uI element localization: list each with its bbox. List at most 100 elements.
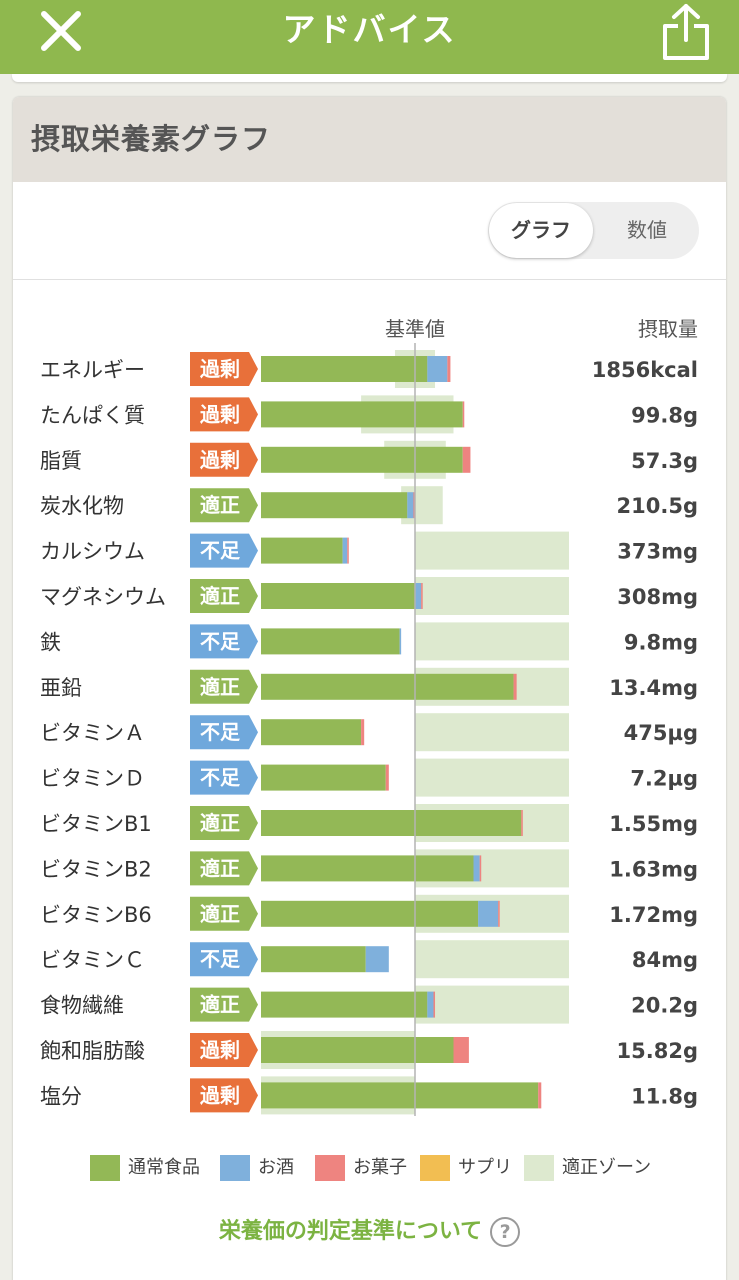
bar-alcohol [399,628,402,655]
intake-value: 84mg [632,948,698,972]
zone-band [415,758,569,797]
help-icon[interactable]: ? [490,1217,521,1247]
status-label: 過剰 [200,402,240,426]
intake-value: 99.8g [631,403,698,427]
intake-value: 1.55mg [609,812,698,836]
view-toggle: グラフ 数値 [488,202,699,259]
bar-alcohol [473,855,480,882]
intake-value: 11.8g [631,1084,698,1108]
status-label: 適正 [200,902,240,926]
status-badge [190,579,258,613]
legend-label-alcohol: お酒 [258,1157,294,1178]
bar-food [261,764,386,791]
card-title: 摂取栄養素グラフ [31,122,272,156]
bar-snack [447,356,451,382]
card-header: 摂取栄養素グラフ [13,97,726,182]
intake-value: 475µg [624,721,698,745]
status-label: 不足 [200,766,241,790]
intake-value: 1.63mg [609,857,698,881]
bar-food [261,356,428,382]
status-badge [190,624,258,659]
bar-alcohol [415,583,422,609]
zone-band [415,940,569,979]
bar-food [261,537,343,564]
intake-value: 1.72mg [609,903,698,927]
bar-snack [521,810,523,836]
intake-value: 57.3g [631,449,698,473]
bar-food [261,855,474,882]
bar-food [261,492,408,519]
legend-swatch-alcohol [220,1155,250,1181]
zone-band [415,622,569,661]
bar-alcohol [365,946,389,973]
criteria-link-label: 栄養価の判定基準について [218,1219,483,1244]
bar-snack [421,583,423,609]
intake-value: 13.4mg [609,676,698,700]
close-button[interactable] [38,8,84,54]
bar-snack [479,855,482,882]
nutrient-name: ビタミンＡ [40,721,145,745]
nutrient-name: ビタミンB1 [40,812,152,836]
share-icon [663,4,709,60]
nutrient-name: ビタミンB6 [40,903,152,927]
bar-snack [413,492,415,519]
bar-food [261,991,428,1018]
legend-swatch-snack [315,1155,345,1181]
status-label: 過剰 [200,448,240,472]
nutrient-name: エネルギー [40,358,145,382]
status-label: 不足 [200,720,241,744]
zone-band [415,713,569,752]
legend-swatch-supplement [420,1155,450,1181]
toggle-value-option[interactable]: 数値 [627,218,667,242]
nutrient-name: 炭水化物 [40,494,124,518]
legend-label-food: 通常食品 [128,1157,200,1178]
zone-band [415,985,569,1024]
status-badge [190,488,258,523]
app-header: アドバイス [0,0,739,74]
intake-value: 7.2µg [630,767,698,791]
bar-food [261,1037,454,1063]
status-badge [190,1078,258,1113]
status-badge [190,397,258,432]
nutrient-name: 鉄 [40,630,61,654]
bar-alcohol [427,991,434,1018]
nutrient-name: 亜鉛 [40,676,82,700]
previous-card-edge [12,74,727,82]
intake-value: 9.8mg [624,630,698,654]
intake-value: 15.82g [617,1039,698,1063]
zone-band [415,577,569,615]
status-label: 不足 [200,947,241,971]
bar-food [261,719,362,746]
criteria-link[interactable]: 栄養価の判定基準について? [0,1215,739,1249]
status-label: 適正 [200,493,240,517]
status-label: 過剰 [200,1038,240,1062]
legend-label-zone: 適正ゾーン [562,1157,652,1178]
intake-value: 20.2g [631,994,698,1018]
legend-label-snack: お菓子 [353,1157,407,1178]
bar-food [261,900,479,927]
status-badge [190,533,258,568]
status-label: 不足 [200,539,241,563]
bar-snack [462,401,465,428]
bar-alcohol [407,492,414,519]
page-title: アドバイス [282,10,457,49]
nutrient-name: ビタミンB2 [40,857,152,881]
bar-snack [347,537,349,564]
status-badge [190,987,258,1022]
bar-food [261,946,366,973]
nutrient-name: 脂質 [40,449,82,473]
divider [13,279,726,280]
bar-snack [513,673,517,700]
status-badge [190,669,258,704]
bar-food [261,401,463,428]
bar-alcohol [478,900,499,927]
intake-header: 摂取量 [638,317,698,341]
status-label: 適正 [200,675,240,699]
reference-label: 基準値 [385,317,445,341]
close-icon [41,11,81,51]
share-button[interactable] [658,2,714,62]
bar-food [261,628,400,655]
bar-alcohol [342,537,348,564]
toggle-graph-option[interactable]: グラフ [489,203,593,258]
